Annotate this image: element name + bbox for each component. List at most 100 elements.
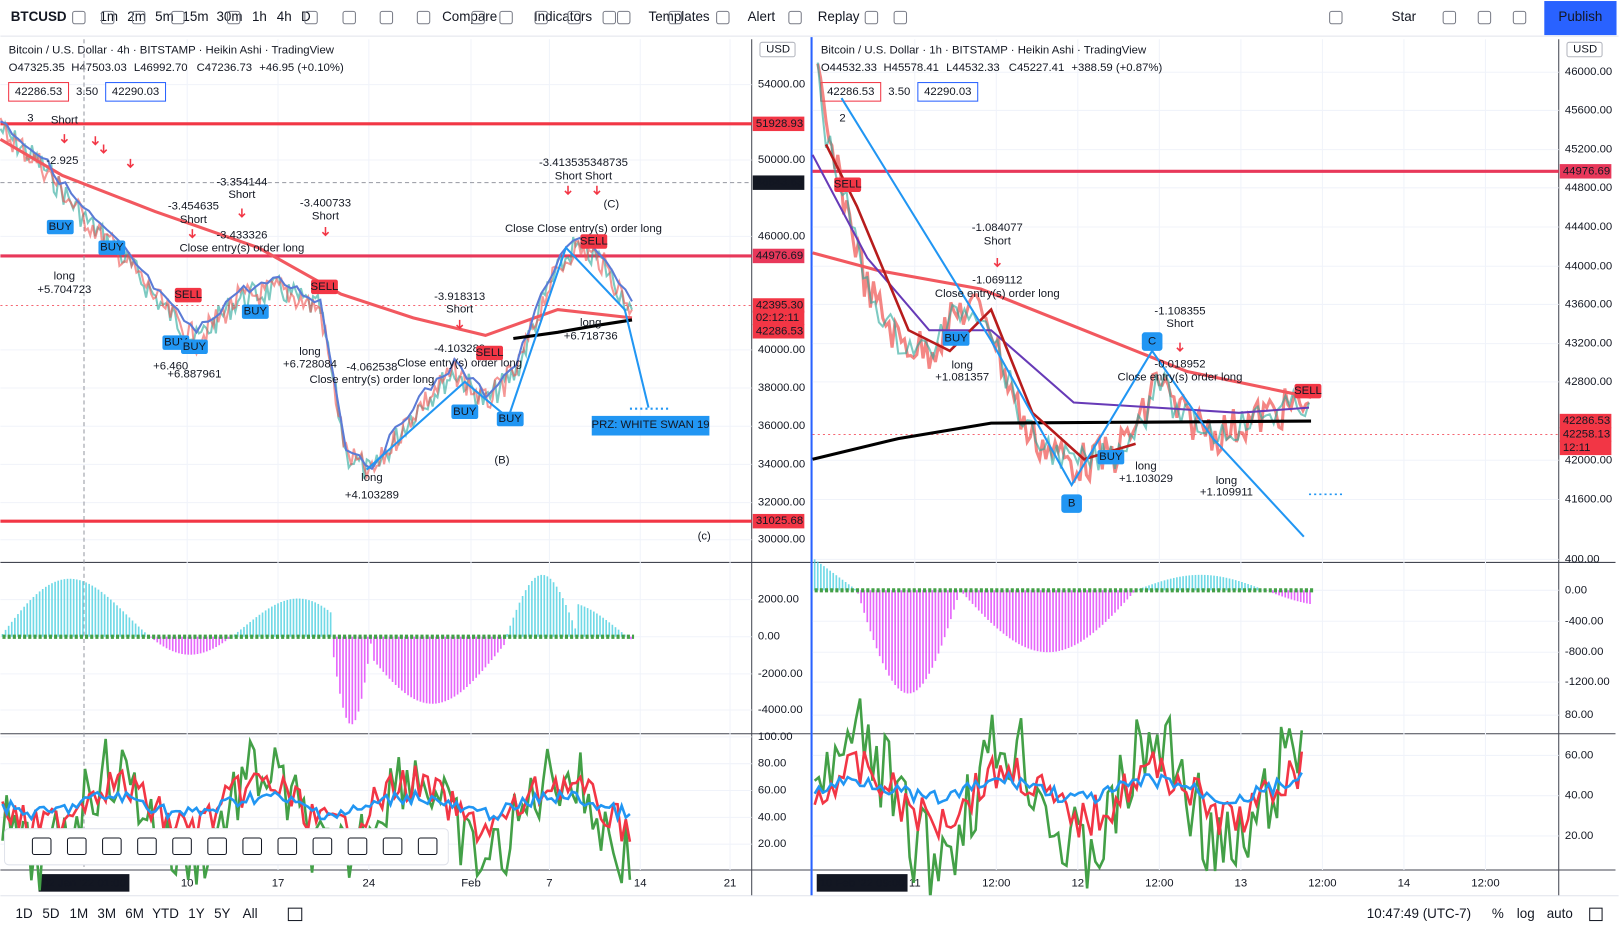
time-axis-label: 7 [546, 877, 552, 889]
ask[interactable]: 42290.03 [112, 86, 159, 98]
range-button[interactable]: 1M [70, 906, 89, 921]
strategy-label: -3.400733 [300, 197, 351, 209]
currency-button[interactable] [1566, 41, 1603, 58]
range-button[interactable]: 6M [125, 906, 144, 921]
signal-box [1294, 383, 1322, 399]
drawing-tool[interactable] [347, 837, 368, 856]
drawing-tool[interactable] [31, 837, 52, 856]
toolbar-button[interactable]: Indicators [534, 9, 592, 24]
toolbar-icon [72, 10, 86, 25]
interval[interactable]: 4h [277, 9, 292, 24]
drawing-tool[interactable] [277, 837, 298, 856]
osc-axis-label: 20.00 [1565, 830, 1593, 842]
drawing-tool[interactable] [102, 837, 122, 856]
interval[interactable]: 30m [216, 9, 242, 24]
price-axis-label: 44400.00 [1565, 221, 1612, 233]
range-button[interactable]: 5D [42, 906, 59, 921]
toolbar-button[interactable]: Star [1392, 9, 1417, 24]
interval[interactable]: D [301, 9, 311, 24]
range-button[interactable]: 1Y [188, 906, 204, 921]
drawing-tool[interactable] [417, 837, 438, 856]
calendar-icon[interactable] [287, 907, 303, 922]
drawing-tool[interactable] [66, 837, 87, 856]
scale-toggle[interactable]: auto [1547, 906, 1573, 921]
signal-box [98, 240, 126, 255]
price-tag [1559, 440, 1612, 456]
signal-box [311, 279, 338, 295]
strategy-label: +1.081357 [935, 372, 989, 384]
signal-label: BUY [49, 221, 73, 233]
interval[interactable]: 1h [252, 9, 267, 24]
strategy-label: -1.069112 [972, 275, 1022, 287]
signal-box [834, 177, 862, 192]
toolbar-button[interactable]: Templates [649, 9, 710, 24]
arrow-down [321, 227, 330, 237]
arrow-down [91, 136, 99, 146]
time-axis-label: 12:00 [1145, 877, 1173, 889]
currency-button[interactable] [759, 41, 796, 58]
interval[interactable]: 15m [182, 9, 208, 24]
strategy-label: -3.413535348735 [539, 157, 628, 169]
osc-axis-label: 0.00 [1565, 584, 1587, 596]
bid[interactable]: 42286.53 [827, 86, 874, 98]
range-button[interactable]: 1D [16, 906, 33, 921]
spread: 3.50 [76, 86, 98, 98]
bid[interactable]: 42286.53 [15, 86, 62, 98]
drawing-tool[interactable] [172, 837, 192, 856]
strategy-label: +6.718736 [564, 330, 618, 342]
drawing-tool[interactable] [312, 837, 333, 856]
signal-box [46, 219, 74, 235]
signal-label: BUY [944, 332, 968, 344]
price-candles [0, 117, 633, 481]
price-tag [1559, 164, 1612, 179]
price-axis-label: 32000.00 [758, 497, 805, 509]
ask-box[interactable] [105, 82, 167, 102]
range-button[interactable]: YTD [152, 906, 179, 921]
publish-button[interactable] [1544, 1, 1617, 36]
pattern-marker [1141, 332, 1163, 351]
settings-icon[interactable] [1589, 907, 1603, 922]
drawing-tool[interactable] [137, 837, 157, 856]
currency[interactable]: USD [1573, 44, 1597, 56]
arrow-down [60, 134, 69, 144]
time-axis-label: 11 [909, 877, 921, 889]
strategy-label: Close Close entry(s) order long [505, 223, 662, 235]
range-button[interactable]: All [243, 906, 258, 921]
interval[interactable]: 5m [155, 9, 174, 24]
osc-axis-label: 40.00 [1565, 790, 1593, 802]
strategy-label: -2.925 [46, 155, 78, 167]
strategy-label: (C) [603, 198, 619, 210]
osc-axis-label: -2000.00 [758, 668, 803, 680]
price-axis-label: 44800.00 [1565, 182, 1612, 194]
bid-box[interactable] [8, 82, 70, 102]
price-tag-label: 42395.30 [756, 299, 803, 311]
prz-label: PRZ: WHITE SWAN 19 [592, 419, 710, 431]
ask[interactable]: 42290.03 [924, 86, 971, 98]
range-button[interactable]: 5Y [214, 906, 230, 921]
scale-toggle[interactable]: log [1517, 906, 1535, 921]
arrow-down [993, 258, 1001, 268]
range-button[interactable]: 3M [97, 906, 116, 921]
toolbar-button[interactable]: Compare [442, 9, 497, 24]
time-axis-label: 14 [634, 877, 647, 889]
bottom-bar [0, 895, 1619, 935]
price-axis-label: 30000.00 [758, 534, 805, 546]
spread: 3.50 [888, 86, 910, 98]
legend-count[interactable]: 2 [839, 113, 845, 125]
ask-box[interactable] [917, 82, 979, 102]
scale-toggle[interactable]: % [1492, 906, 1504, 921]
pattern-marker-label: B [1068, 498, 1076, 510]
signal-box [496, 411, 524, 427]
currency[interactable]: USD [766, 44, 790, 56]
osc-axis-label: 100.00 [758, 731, 793, 743]
interval[interactable]: 2m [127, 9, 146, 24]
toolbar-button[interactable]: Replay [818, 9, 860, 24]
symbol[interactable]: BTCUSD [11, 9, 67, 24]
publish-label[interactable]: Publish [1558, 9, 1602, 24]
drawing-tool[interactable] [207, 837, 227, 856]
drawing-tool[interactable] [242, 837, 263, 856]
drawing-tool[interactable] [382, 837, 403, 856]
signal-box [476, 345, 503, 361]
toolbar-button[interactable]: Alert [748, 9, 776, 24]
legend-count[interactable]: 3 [27, 113, 33, 125]
